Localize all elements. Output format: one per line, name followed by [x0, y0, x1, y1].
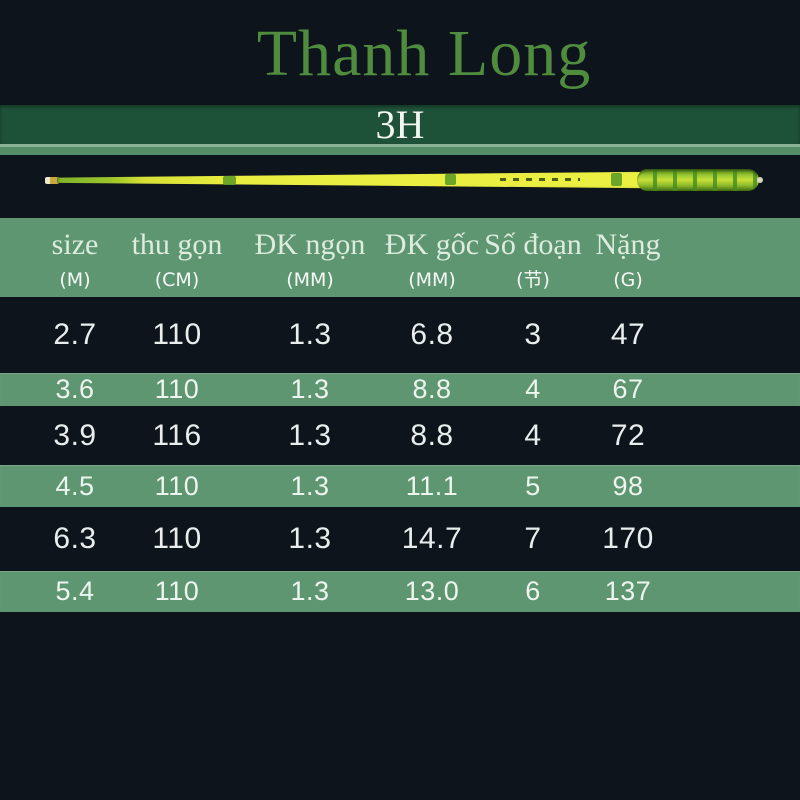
- model-band: 3H: [0, 102, 800, 147]
- cell-sections: 6: [525, 576, 541, 606]
- table-row: 6.3 110 1.3 14.7 7 170: [0, 507, 800, 571]
- cell-weight: 67: [612, 374, 644, 404]
- table-header: size (M) thu gọn (CM) ĐK ngọn (MM) ĐK gố…: [0, 218, 800, 297]
- cell-size: 3.6: [55, 374, 95, 404]
- cell-tip-diameter: 1.3: [288, 419, 332, 452]
- cell-closed-length: 110: [154, 576, 200, 606]
- brand-title: Thanh Long: [256, 17, 592, 90]
- rod-handle: [637, 169, 759, 191]
- cell-sections: 4: [525, 374, 541, 404]
- rod-joint: [223, 176, 236, 185]
- cell-sections: 3: [524, 318, 542, 351]
- cell-closed-length: 110: [154, 471, 200, 501]
- cell-butt-diameter: 11.1: [405, 471, 459, 501]
- column-label: size: [51, 228, 99, 261]
- column-header-butt-diameter: ĐK gốc (MM): [385, 218, 479, 291]
- column-label: Số đoạn: [484, 228, 582, 261]
- cell-butt-diameter: 14.7: [401, 522, 463, 555]
- rod-end-cap: [757, 177, 763, 183]
- cell-weight: 47: [610, 318, 646, 351]
- column-header-closed-length: thu gọn (CM): [132, 218, 223, 291]
- cell-butt-diameter: 13.0: [404, 576, 460, 606]
- cell-butt-diameter: 8.8: [412, 374, 452, 404]
- cell-tip-diameter: 1.3: [288, 522, 332, 555]
- column-unit: (G): [613, 269, 643, 291]
- divider-band: [0, 144, 800, 155]
- cell-tip-diameter: 1.3: [288, 318, 332, 351]
- cell-size: 6.3: [53, 522, 97, 555]
- table-row: 4.5 110 1.3 11.1 5 98: [0, 465, 800, 507]
- column-unit: (CM): [154, 269, 200, 291]
- column-label: ĐK ngọn: [254, 228, 366, 261]
- fishing-rod-image: [45, 166, 763, 194]
- cell-closed-length: 116: [152, 419, 202, 452]
- cell-tip-diameter: 1.3: [290, 471, 330, 501]
- cell-tip-diameter: 1.3: [290, 374, 330, 404]
- cell-weight: 137: [604, 576, 652, 606]
- cell-butt-diameter: 6.8: [410, 318, 454, 351]
- column-header-weight: Nặng (G): [596, 218, 661, 291]
- column-unit: (M): [59, 269, 91, 291]
- rod-joint: [611, 173, 622, 186]
- column-label: Nặng: [595, 228, 661, 261]
- model-label: 3H: [375, 102, 425, 147]
- table-row: 3.9 116 1.3 8.8 4 72: [0, 406, 800, 465]
- cell-closed-length: 110: [152, 318, 202, 351]
- table-row: 5.4 110 1.3 13.0 6 137: [0, 571, 800, 612]
- column-unit: (MM): [286, 269, 334, 291]
- rod-joint: [445, 174, 456, 185]
- cell-size: 4.5: [55, 471, 95, 501]
- cell-sections: 7: [524, 522, 542, 555]
- cell-closed-length: 110: [152, 522, 202, 555]
- rod-printed-markings: [500, 178, 580, 181]
- cell-size: 2.7: [53, 318, 97, 351]
- column-header-size: size (M): [52, 218, 99, 291]
- column-header-sections: Số đoạn (节): [484, 218, 582, 291]
- cell-weight: 170: [602, 522, 654, 555]
- cell-size: 5.4: [55, 576, 95, 606]
- cell-tip-diameter: 1.3: [290, 576, 330, 606]
- cell-sections: 5: [525, 471, 541, 501]
- table-row: 3.6 110 1.3 8.8 4 67: [0, 373, 800, 406]
- column-unit: (MM): [408, 269, 456, 291]
- column-label: thu gọn: [131, 228, 223, 261]
- cell-weight: 72: [610, 419, 646, 452]
- cell-sections: 4: [524, 419, 542, 452]
- cell-closed-length: 110: [154, 374, 200, 404]
- cell-weight: 98: [612, 471, 644, 501]
- column-label: ĐK gốc: [384, 228, 480, 261]
- column-unit: (节): [516, 269, 550, 291]
- column-header-tip-diameter: ĐK ngọn (MM): [255, 218, 366, 291]
- table-row: 2.7 110 1.3 6.8 3 47: [0, 297, 800, 373]
- cell-butt-diameter: 8.8: [410, 419, 454, 452]
- cell-size: 3.9: [53, 419, 97, 452]
- rod-tip: [45, 177, 59, 184]
